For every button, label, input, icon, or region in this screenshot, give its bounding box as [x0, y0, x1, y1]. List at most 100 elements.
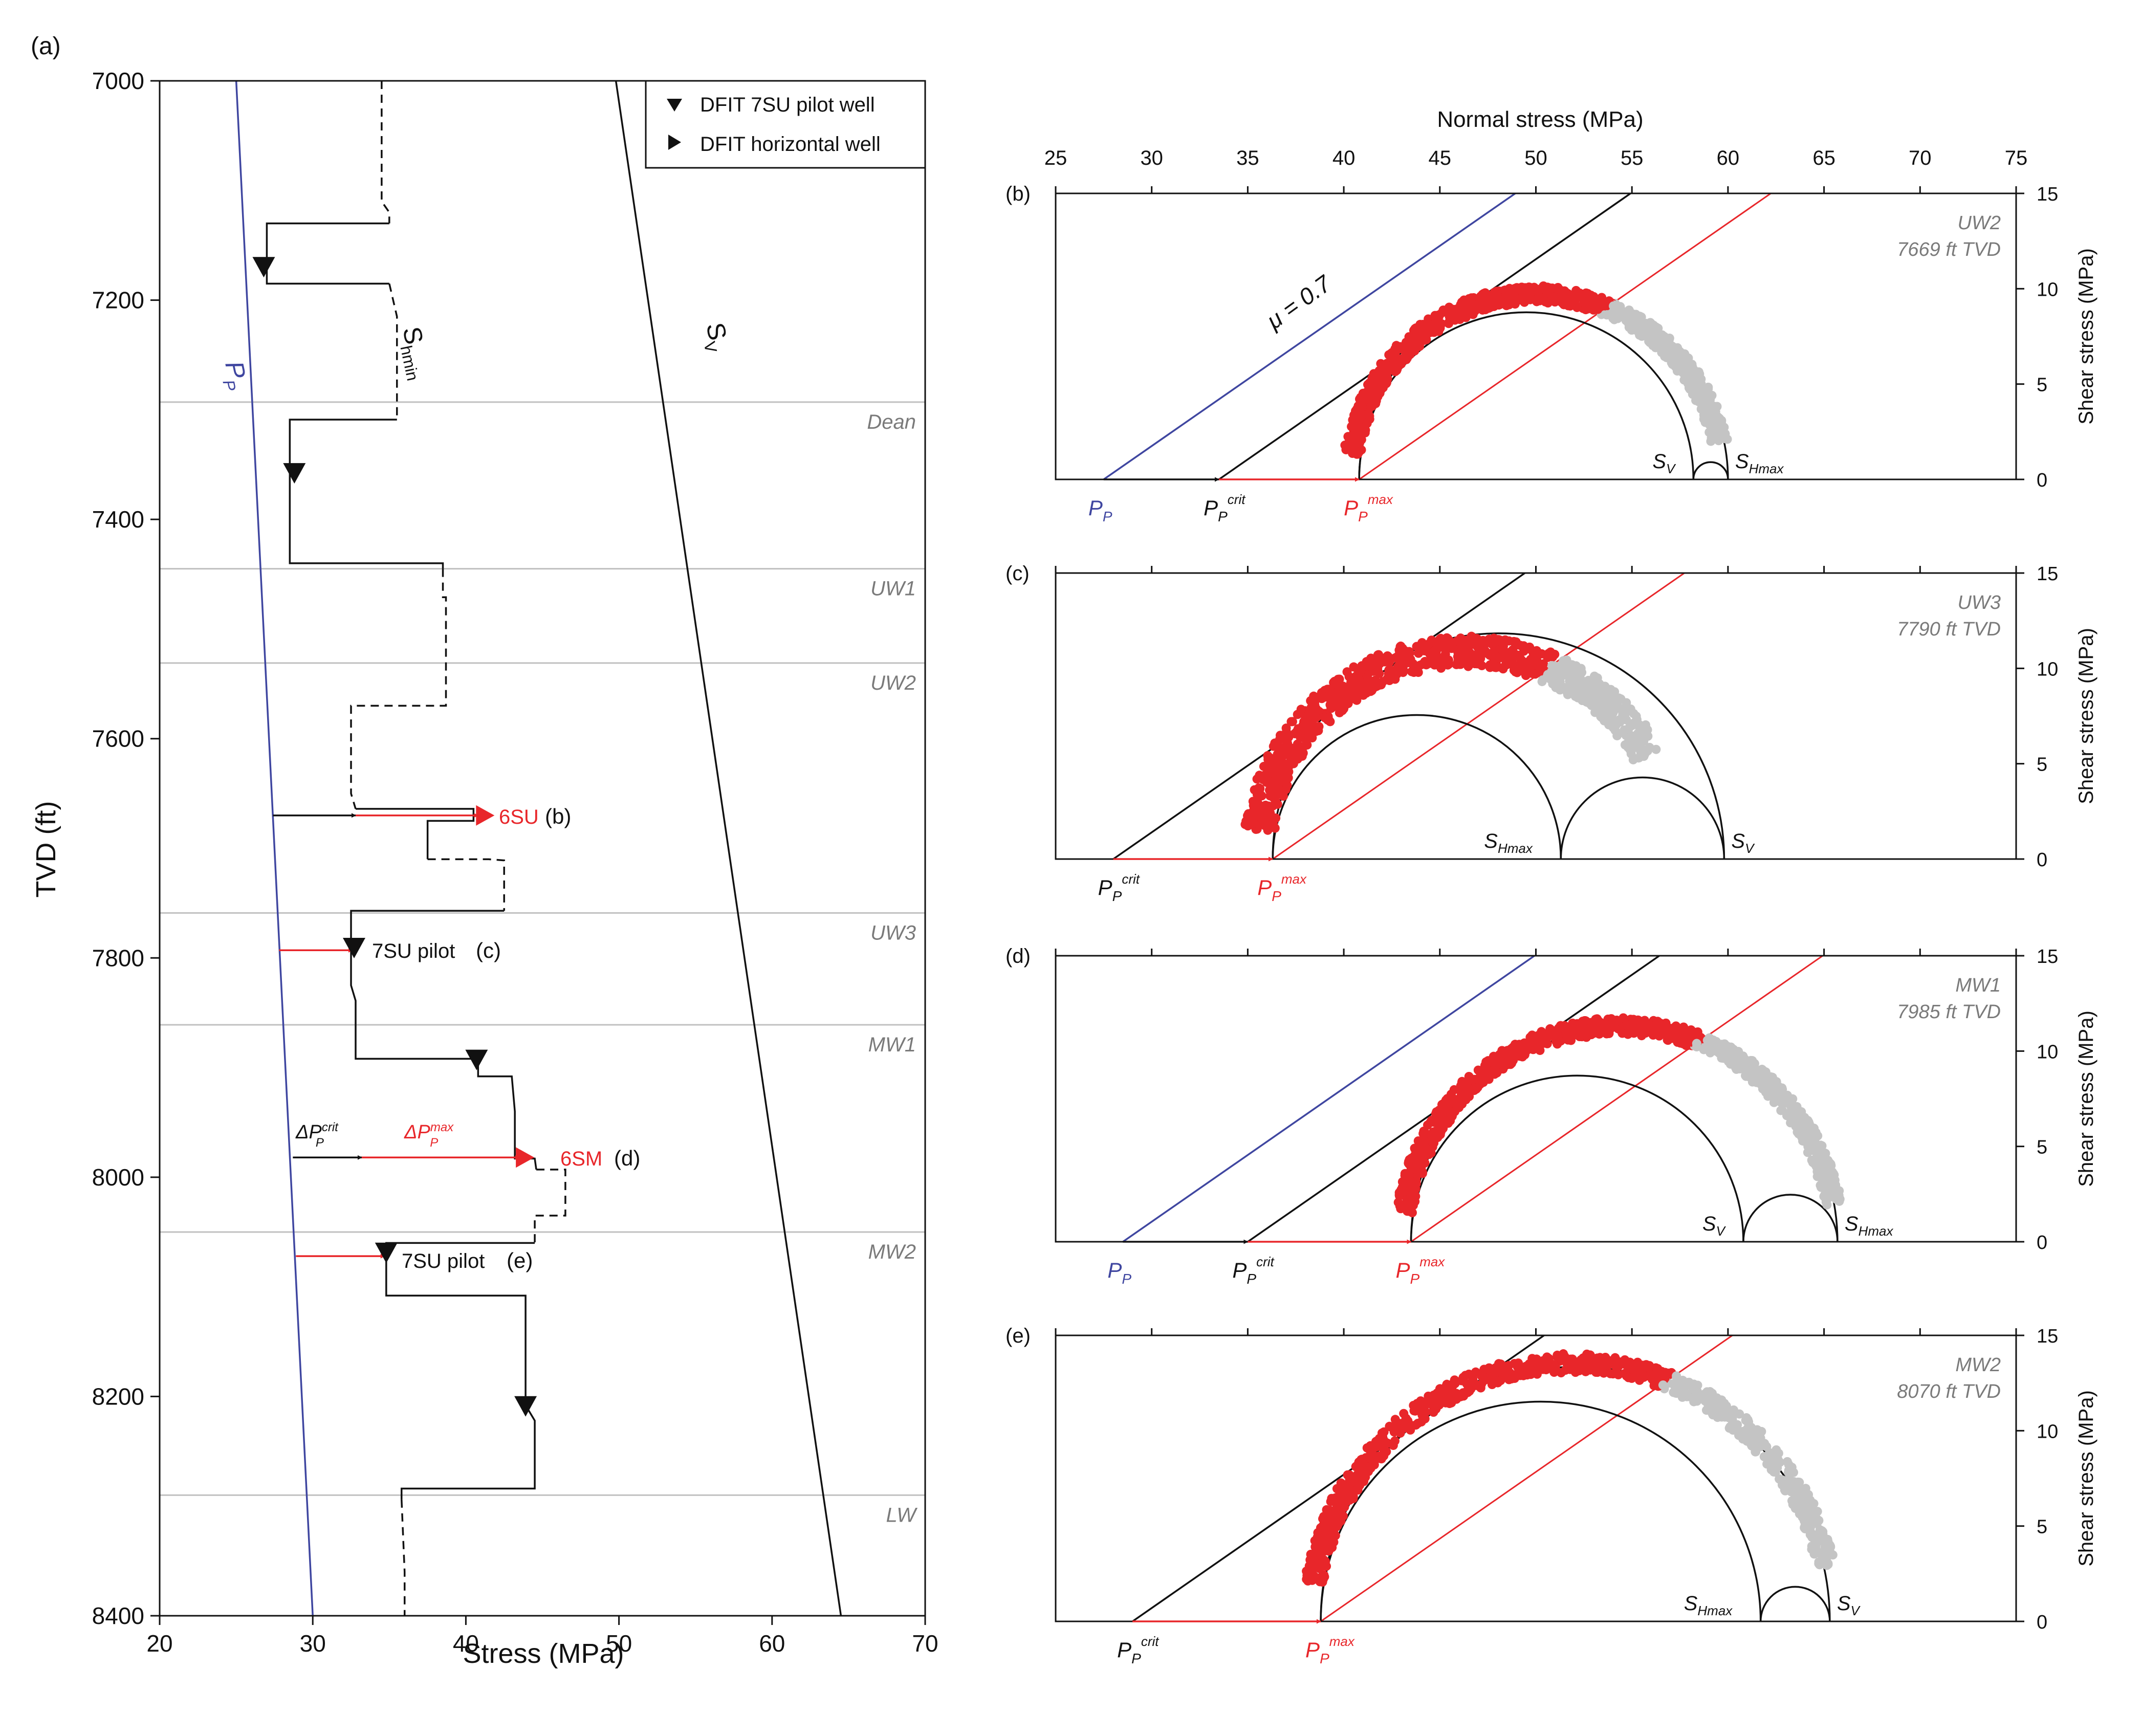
critical-point	[1610, 1361, 1620, 1371]
mohr-circle-inner	[1742, 1194, 1839, 1242]
critical-point	[1568, 300, 1578, 310]
panel-letter: (d)	[1006, 945, 1031, 968]
critical-point	[1313, 1532, 1322, 1542]
stable-point	[1767, 1090, 1777, 1100]
critical-point	[1521, 1361, 1531, 1371]
pp-crit-label: PPcrit	[1232, 1254, 1275, 1287]
pilot-well-marker	[465, 1049, 488, 1070]
critical-point	[1255, 785, 1264, 795]
stable-point	[1557, 661, 1566, 671]
critical-point	[1433, 1125, 1443, 1134]
right-triangle-icon	[668, 135, 681, 150]
pp-failure-line	[1103, 193, 1516, 479]
critical-point	[1357, 1472, 1366, 1482]
stable-point	[1599, 684, 1609, 694]
critical-point	[1661, 1018, 1671, 1028]
critical-point	[1532, 1369, 1542, 1379]
stable-point	[1640, 322, 1650, 332]
label-7su-pilot-e-ref: (e)	[507, 1248, 533, 1272]
circle-stress-label: SV	[1652, 450, 1676, 476]
critical-point	[1368, 662, 1378, 672]
y-tick-label: 7600	[92, 726, 144, 752]
max-failure-line	[1410, 956, 1823, 1242]
critical-point	[1456, 1086, 1466, 1096]
critical-point	[1384, 669, 1393, 678]
shmin-segment	[534, 1169, 566, 1243]
critical-point	[1363, 674, 1373, 684]
critical-point	[1563, 1032, 1573, 1042]
critical-point	[1379, 1427, 1389, 1437]
stable-point	[1631, 711, 1641, 721]
critical-point	[1320, 713, 1329, 722]
stable-point	[1823, 1547, 1832, 1556]
critical-point	[1324, 1536, 1334, 1546]
critical-point	[1345, 436, 1355, 446]
stable-point	[1785, 1468, 1795, 1478]
critical-point	[1462, 1386, 1472, 1395]
critical-point	[1509, 1373, 1518, 1383]
critical-point	[1243, 809, 1253, 819]
stable-point	[1799, 1516, 1809, 1526]
critical-point	[1473, 659, 1482, 669]
critical-point	[1314, 726, 1323, 736]
delta-pp-max-label: ΔPmax P	[404, 1120, 454, 1150]
critical-point	[1294, 750, 1303, 760]
critical-point	[1513, 1362, 1522, 1372]
panel-c-mohr: (c) 0 5 10 15 Shear stress (MPa) UW3 7790 ft TV…	[1006, 562, 2097, 904]
stable-point	[1625, 309, 1634, 319]
stable-point	[1813, 1131, 1823, 1140]
critical-point	[1526, 294, 1536, 304]
y-tick-label: 10	[2037, 1421, 2058, 1442]
stable-point	[1609, 301, 1619, 311]
critical-point	[1520, 1040, 1529, 1050]
stable-point	[1672, 1371, 1681, 1381]
critical-point	[1362, 419, 1372, 428]
critical-point	[1528, 1045, 1538, 1054]
critical-point	[1420, 331, 1430, 341]
normal-stress-ticks: 25 30 35 40 45 50 55 60 65 70 75	[1044, 147, 2028, 169]
critical-point	[1478, 635, 1488, 645]
critical-point	[1395, 1201, 1405, 1211]
stable-point	[1757, 1065, 1767, 1074]
legend: DFIT 7SU pilot well DFIT horizontal well	[645, 80, 926, 169]
critical-point	[1410, 1188, 1419, 1198]
y-tick-label: 0	[2037, 470, 2047, 491]
stable-point	[1569, 668, 1579, 677]
dfit-arrows	[273, 813, 520, 1259]
critical-point	[1249, 819, 1258, 828]
critical-point	[1622, 1020, 1631, 1029]
critical-point	[1424, 639, 1434, 649]
pilot-well-marker	[514, 1396, 537, 1417]
mohr-circle-outer	[1410, 1027, 1839, 1242]
critical-point	[1479, 1365, 1489, 1374]
stable-point	[1579, 689, 1588, 698]
critical-point	[1481, 1057, 1491, 1067]
critical-point	[1483, 1074, 1493, 1084]
depth-label: 8070 ft TVD	[1897, 1381, 2001, 1402]
shmin-segment	[400, 1499, 406, 1616]
stable-point	[1738, 1053, 1748, 1063]
formation-label: MW2	[868, 1241, 916, 1263]
stable-point	[1747, 1441, 1757, 1451]
critical-point	[1330, 1531, 1340, 1541]
y-tick-label: 0	[2037, 1232, 2047, 1254]
stable-point	[1804, 1490, 1813, 1500]
critical-point	[1499, 1051, 1509, 1061]
critical-point	[1650, 1370, 1659, 1379]
stable-point	[1687, 360, 1697, 369]
critical-point	[1443, 1118, 1453, 1128]
panel-e-mohr: (e) 0 5 10 15 Shear stress (MPa) MW2 8070 ft TV…	[1006, 1325, 2097, 1666]
normal-stress-tick-label: 65	[1812, 147, 1835, 169]
stable-point	[1782, 1090, 1792, 1100]
stable-point	[1673, 1380, 1682, 1390]
panel-b-mohr: (b) 0 5 10 15 Shear stress (MPa) UW2 7669 ft TV…	[1006, 183, 2097, 524]
critical-point	[1519, 645, 1529, 654]
critical-point	[1588, 305, 1598, 315]
stable-point	[1834, 1196, 1844, 1206]
stable-point	[1633, 729, 1643, 738]
stable-point	[1818, 1530, 1828, 1540]
pilot-well-marker	[283, 463, 306, 484]
critical-point	[1461, 1093, 1471, 1103]
down-triangle-icon	[667, 99, 682, 112]
critical-point	[1425, 1146, 1435, 1155]
